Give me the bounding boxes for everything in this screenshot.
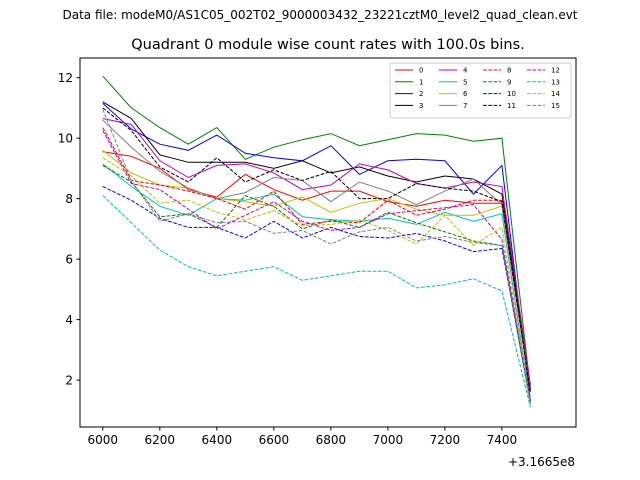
series-line-0: [102, 151, 531, 390]
series-line-9: [102, 164, 531, 400]
x-tick-label: 6000: [88, 433, 119, 447]
x-tick-label: 7000: [373, 433, 404, 447]
legend-label-3: 3: [419, 102, 423, 110]
legend-label-5: 5: [463, 78, 467, 86]
x-tick-label: 6200: [145, 433, 176, 447]
series-line-3: [102, 101, 531, 388]
x-tick-label: 6400: [202, 433, 233, 447]
x-tick-label: 7200: [430, 433, 461, 447]
legend-label-0: 0: [419, 67, 423, 75]
legend-label-13: 13: [551, 78, 560, 86]
series-line-12: [102, 130, 531, 402]
legend-label-6: 6: [463, 90, 468, 98]
series-line-11: [102, 107, 531, 393]
legend-label-9: 9: [507, 78, 511, 86]
x-tick-label: 6600: [259, 433, 290, 447]
legend-label-12: 12: [551, 67, 560, 75]
legend-label-11: 11: [507, 102, 516, 110]
y-tick-label: 6: [65, 252, 73, 266]
series-line-8: [102, 127, 531, 393]
x-tick-label: 6800: [316, 433, 347, 447]
x-tick-label: 7400: [487, 433, 518, 447]
axes-frame: [79, 57, 577, 428]
legend-label-8: 8: [507, 67, 511, 75]
series-line-14: [102, 157, 531, 405]
series-line-13: [102, 195, 531, 408]
series-line-1: [102, 75, 531, 390]
plot-area: 6000 6200 6400 6600 6800 7000 7200 740024681012…: [58, 57, 577, 447]
series-line-7: [102, 119, 531, 391]
legend-label-15: 15: [551, 102, 560, 110]
legend-label-1: 1: [419, 78, 423, 86]
legend-label-7: 7: [463, 102, 467, 110]
figure-suptitle: Data file: modeM0/AS1C05_002T02_90000034…: [62, 8, 577, 22]
series-line-15: [102, 109, 531, 406]
y-tick-label: 8: [65, 192, 73, 206]
legend-frame: [389, 62, 572, 119]
y-tick-label: 4: [65, 313, 73, 327]
y-tick-label: 12: [58, 71, 73, 85]
series-line-10: [102, 186, 531, 402]
series-line-2: [102, 103, 531, 402]
legend-label-2: 2: [419, 90, 423, 98]
y-tick-label: 10: [58, 131, 73, 145]
series-line-4: [102, 118, 531, 385]
x-axis-offset-label: +3.1665e8: [508, 455, 575, 469]
legend-label-4: 4: [463, 67, 468, 75]
legend-label-10: 10: [507, 90, 516, 98]
legend-label-14: 14: [551, 90, 560, 98]
series-line-6: [102, 149, 531, 391]
series-line-5: [102, 163, 531, 403]
chart-title: Quadrant 0 module wise count rates with …: [131, 37, 525, 53]
y-tick-label: 2: [65, 373, 73, 387]
